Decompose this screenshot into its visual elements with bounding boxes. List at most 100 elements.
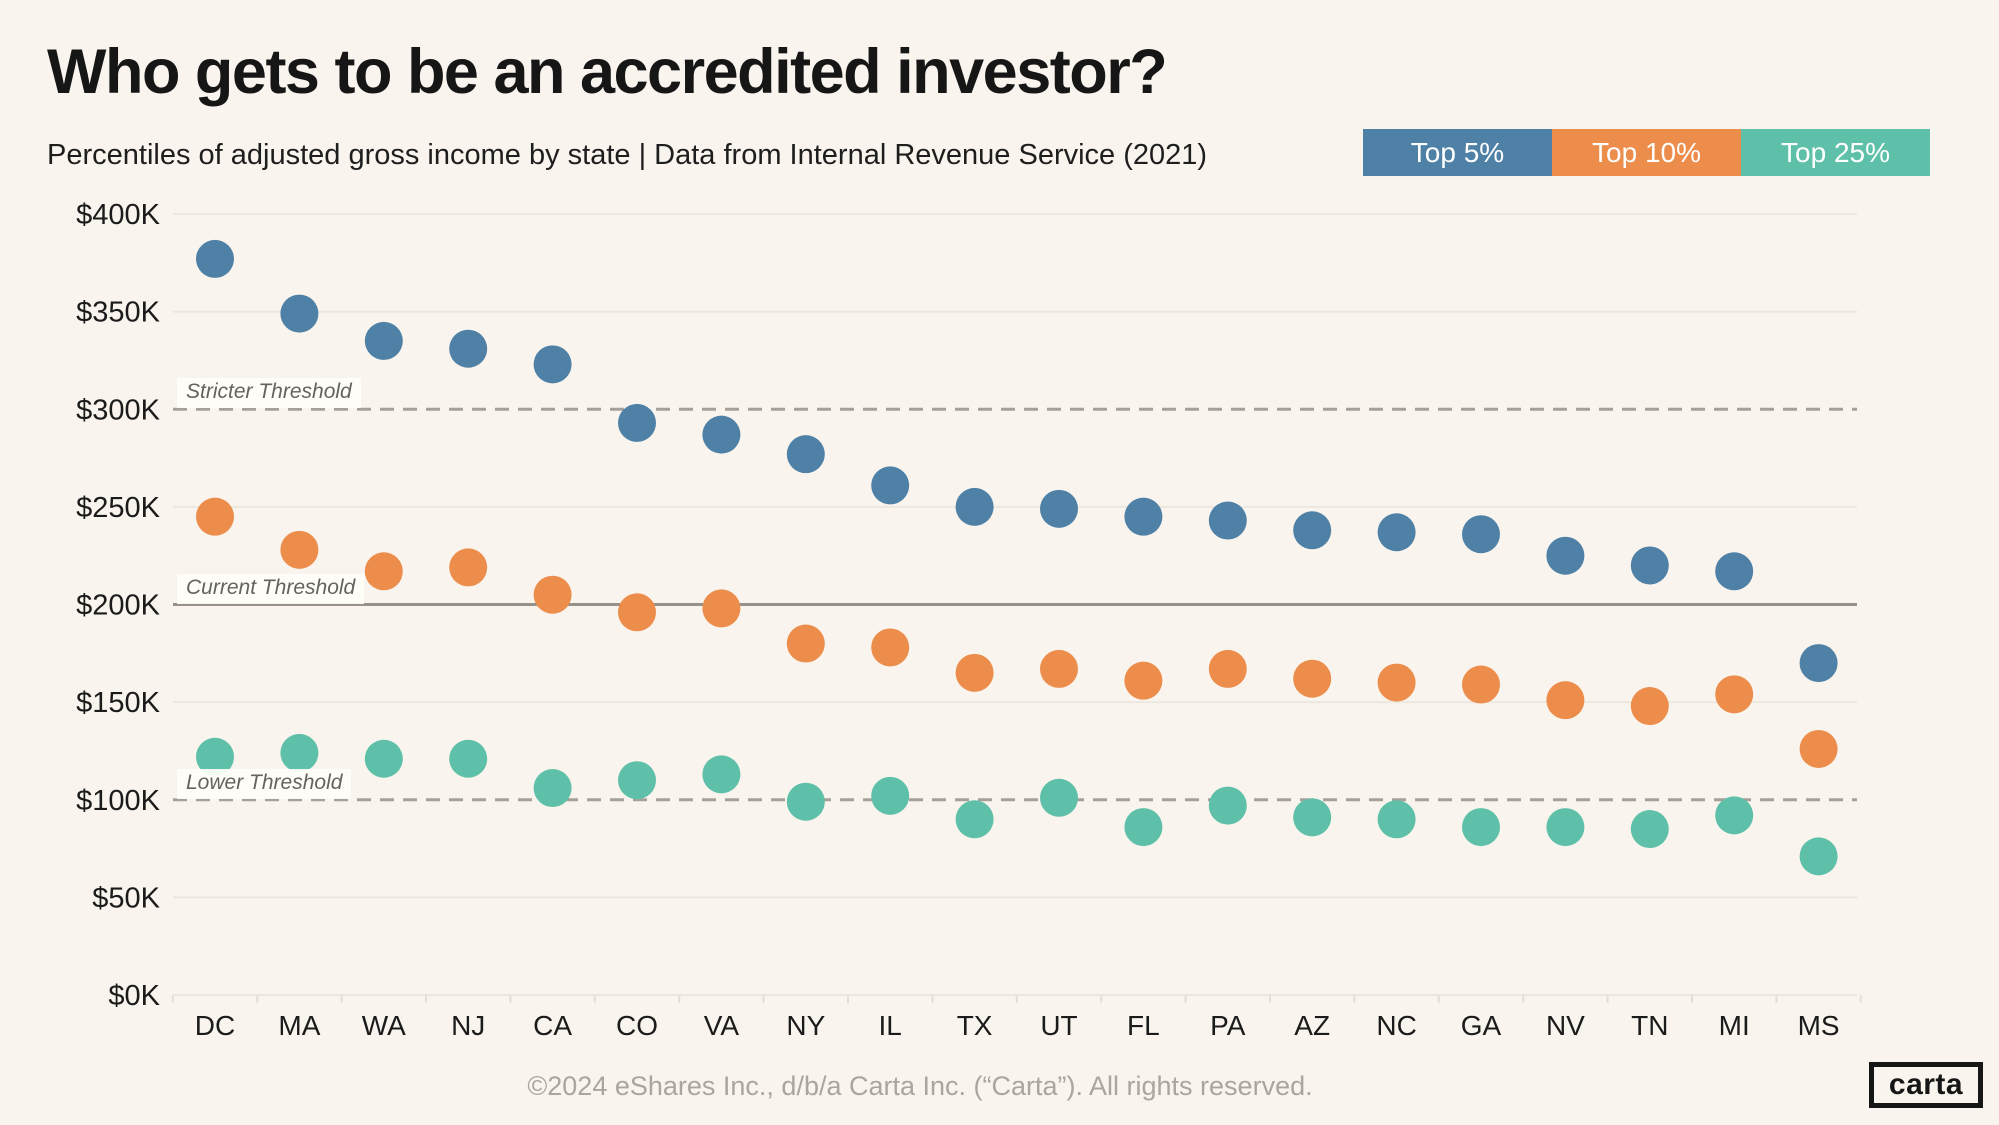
- dot-top10-WA: [364, 552, 403, 591]
- dot-top5-TN: [1630, 546, 1669, 585]
- dot-top25-TX: [955, 800, 994, 839]
- dot-top25-CO: [618, 761, 656, 800]
- x-axis-label-NJ: NJ: [451, 1010, 485, 1041]
- dot-top25-AZ: [1293, 798, 1332, 837]
- dot-top25-NJ: [449, 739, 488, 778]
- dot-top25-TN: [1630, 810, 1669, 849]
- dot-top5-CA: [533, 345, 572, 384]
- y-tick-label-50: $50K: [92, 882, 160, 914]
- threshold-label-current-threshold: Current Threshold: [177, 573, 365, 604]
- x-axis-label-DC: DC: [195, 1010, 235, 1041]
- dot-top5-TX: [955, 487, 994, 526]
- x-axis-label-NV: NV: [1546, 1010, 1585, 1041]
- dot-top5-UT: [1040, 489, 1078, 528]
- dot-top25-GA: [1462, 808, 1500, 847]
- dot-top10-TN: [1630, 687, 1669, 726]
- dot-top25-NV: [1546, 808, 1585, 847]
- legend-item-top-25-: Top 25%: [1741, 129, 1930, 176]
- dot-top10-GA: [1462, 665, 1500, 704]
- x-axis-label-VA: VA: [704, 1010, 740, 1041]
- x-axis-label-UT: UT: [1040, 1010, 1077, 1041]
- x-axis-label-NY: NY: [786, 1010, 825, 1041]
- dot-top10-MA: [280, 530, 319, 569]
- dot-top25-PA: [1208, 786, 1247, 825]
- x-axis-label-NC: NC: [1376, 1010, 1416, 1041]
- footer-copyright: ©2024 eShares Inc., d/b/a Carta Inc. (“C…: [527, 1071, 1313, 1101]
- x-axis-label-MA: MA: [278, 1010, 320, 1041]
- dot-top25-IL: [871, 776, 910, 815]
- dot-top5-PA: [1208, 501, 1247, 540]
- dot-top10-DC: [196, 497, 234, 536]
- dot-top25-FL: [1124, 808, 1163, 847]
- dot-top25-MA: [280, 733, 319, 772]
- x-axis-label-PA: PA: [1210, 1010, 1246, 1041]
- legend-item-top-10-: Top 10%: [1552, 129, 1741, 176]
- dot-top5-MI: [1715, 552, 1754, 591]
- threshold-label-lower-threshold: Lower Threshold: [177, 768, 352, 799]
- x-axis-label-GA: GA: [1461, 1010, 1502, 1041]
- dot-top10-CA: [533, 575, 572, 614]
- carta-logo-text: carta: [1888, 1068, 1964, 1101]
- x-axis-label-MS: MS: [1798, 1010, 1840, 1041]
- legend-item-top-5-: Top 5%: [1363, 129, 1552, 176]
- dot-top5-IL: [871, 466, 910, 505]
- y-tick-label-100: $100K: [76, 785, 161, 817]
- dot-top10-VA: [702, 589, 741, 628]
- dot-top10-PA: [1208, 649, 1247, 688]
- threshold-label-stricter-threshold: Stricter Threshold: [177, 378, 361, 409]
- dot-top5-MA: [280, 294, 319, 333]
- dot-top5-VA: [702, 415, 741, 454]
- dot-top10-IL: [871, 628, 910, 667]
- chart-subtitle: Percentiles of adjusted gross income by …: [47, 139, 1208, 171]
- x-axis-label-WA: WA: [362, 1010, 406, 1041]
- y-tick-label-250: $250K: [76, 492, 161, 524]
- dot-top10-TX: [955, 653, 994, 692]
- y-tick-label-400: $400K: [76, 199, 161, 231]
- dot-top25-MS: [1799, 837, 1838, 876]
- dot-top25-MI: [1715, 796, 1754, 835]
- dot-top5-CO: [618, 403, 656, 442]
- x-axis-label-IL: IL: [879, 1010, 902, 1041]
- dot-top10-CO: [618, 593, 656, 632]
- x-axis-label-TN: TN: [1631, 1010, 1668, 1041]
- dot-top10-NJ: [449, 548, 488, 587]
- y-tick-label-200: $200K: [76, 590, 161, 622]
- dot-top10-NV: [1546, 681, 1585, 720]
- legend: Top 5% Top 10% Top 25%: [1363, 129, 1930, 176]
- x-axis-label-CO: CO: [616, 1010, 658, 1041]
- dot-top5-NY: [786, 435, 825, 474]
- x-axis-label-AZ: AZ: [1294, 1010, 1330, 1041]
- dot-top10-MS: [1799, 729, 1838, 768]
- page-title: Who gets to be an accredited investor?: [47, 37, 1168, 107]
- dot-top25-CA: [533, 769, 572, 808]
- dot-top5-DC: [196, 239, 234, 278]
- dot-top25-UT: [1040, 778, 1078, 817]
- dot-top5-AZ: [1293, 511, 1332, 550]
- dot-top10-NY: [786, 624, 825, 663]
- x-axis-label-FL: FL: [1127, 1010, 1160, 1041]
- dot-top10-MI: [1715, 675, 1754, 714]
- dot-top5-WA: [364, 321, 403, 360]
- dot-top10-FL: [1124, 661, 1163, 700]
- x-axis-label-MI: MI: [1719, 1010, 1750, 1041]
- dot-top25-NC: [1377, 800, 1416, 839]
- y-tick-label-350: $350K: [76, 297, 161, 329]
- dot-top25-NY: [786, 782, 825, 821]
- dot-top25-WA: [364, 739, 403, 778]
- dot-top10-AZ: [1293, 659, 1332, 698]
- dot-top5-NC: [1377, 513, 1416, 552]
- dot-top10-UT: [1040, 649, 1078, 688]
- dot-top5-GA: [1462, 515, 1500, 554]
- y-tick-label-300: $300K: [76, 394, 161, 426]
- dot-top25-VA: [702, 755, 741, 794]
- dot-top5-MS: [1799, 644, 1838, 683]
- dot-top5-FL: [1124, 497, 1163, 536]
- carta-logo: carta: [1869, 1062, 1983, 1108]
- dot-top5-NV: [1546, 536, 1585, 575]
- y-tick-label-150: $150K: [76, 687, 161, 719]
- dot-top5-NJ: [449, 329, 488, 368]
- y-tick-label-0: $0K: [108, 980, 160, 1012]
- dot-top25-DC: [196, 737, 234, 776]
- x-axis-label-CA: CA: [533, 1010, 572, 1041]
